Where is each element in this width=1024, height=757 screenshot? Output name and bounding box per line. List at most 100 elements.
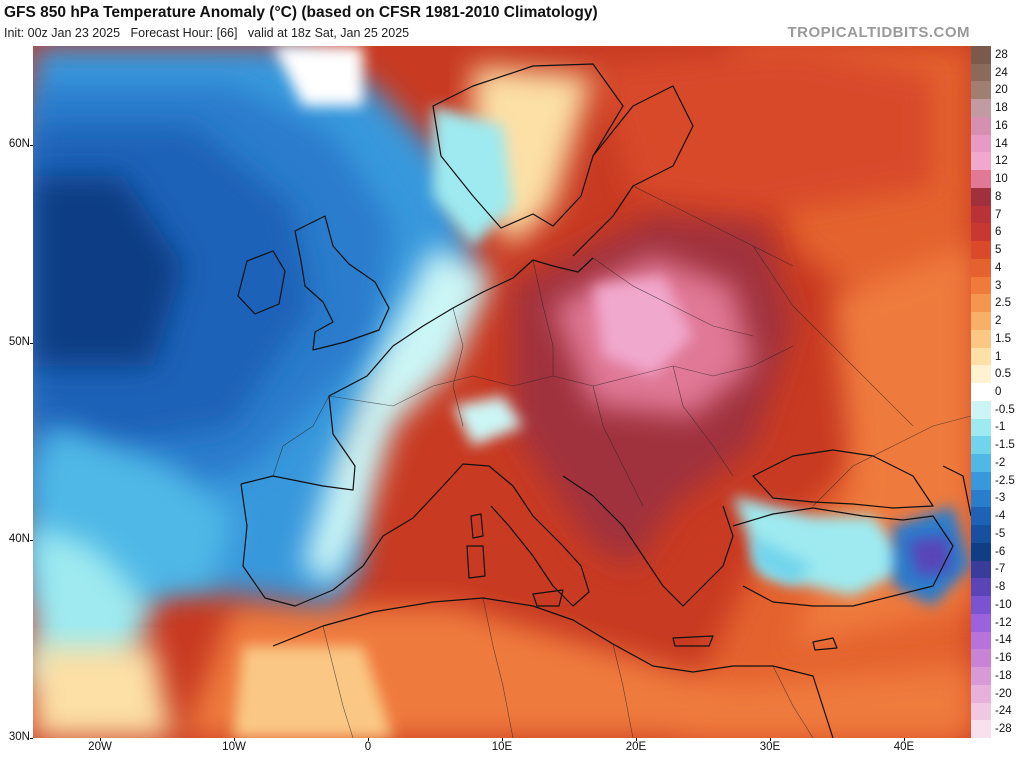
colorbar-swatch xyxy=(971,152,991,171)
colorbar-label: 14 xyxy=(995,137,1008,150)
map-title: GFS 850 hPa Temperature Anomaly (°C) (ba… xyxy=(4,4,598,21)
colorbar-swatch xyxy=(971,684,991,703)
colorbar-label: -7 xyxy=(995,563,1006,576)
colorbar-label: 7 xyxy=(995,208,1002,221)
lat-label: 60N xyxy=(8,137,30,150)
colorbar-swatch xyxy=(971,454,991,473)
colorbar-label: -8 xyxy=(995,581,1006,594)
lat-tick xyxy=(30,738,33,739)
colorbar-label: 2 xyxy=(995,315,1002,328)
colorbar-swatch xyxy=(971,667,991,686)
colorbar-swatch xyxy=(971,134,991,153)
colorbar-swatch xyxy=(971,578,991,597)
colorbar-swatch xyxy=(971,258,991,278)
lat-label: 30N xyxy=(8,731,30,743)
colorbar-swatch xyxy=(971,347,991,366)
colorbar-label: 20 xyxy=(995,84,1008,97)
colorbar-label: 18 xyxy=(995,102,1008,115)
colorbar-label: 8 xyxy=(995,190,1002,203)
colorbar-swatch xyxy=(971,471,991,491)
lat-tick xyxy=(30,144,33,146)
anomaly-map-svg xyxy=(33,46,971,738)
colorbar-label: -2 xyxy=(995,456,1006,469)
coastline-caspian xyxy=(942,465,971,517)
colorbar-label: -6 xyxy=(995,545,1006,558)
colorbar-label: 1.5 xyxy=(995,332,1011,345)
colorbar-swatch xyxy=(971,241,991,260)
colorbar-swatch xyxy=(971,99,991,118)
colorbar-swatch xyxy=(971,631,991,650)
colorbar-swatch xyxy=(971,525,991,544)
credit-watermark: TROPICALTIDBITS.COM xyxy=(787,24,970,41)
lat-tick xyxy=(30,540,33,542)
colorbar-swatch xyxy=(971,489,991,508)
colorbar-label: 1 xyxy=(995,350,1002,363)
colorbar-swatch xyxy=(971,170,991,189)
colorbar-swatch xyxy=(971,63,991,82)
colorbar-swatch xyxy=(971,312,991,331)
lon-tick xyxy=(502,738,503,741)
colorbar-swatch xyxy=(971,613,991,633)
coastline-sicily xyxy=(532,589,564,607)
lon-tick xyxy=(636,738,637,741)
map-subtitle: Init: 00z Jan 23 2025 Forecast Hour: [66… xyxy=(4,26,410,40)
anomaly-map xyxy=(33,46,971,738)
coastline-sardinia xyxy=(466,545,486,579)
colorbar-swatch xyxy=(971,294,991,313)
colorbar-label: -24 xyxy=(995,705,1012,718)
colorbar-label: -16 xyxy=(995,652,1012,665)
lat-label: 40N xyxy=(8,533,30,546)
colorbar-label: 4 xyxy=(995,261,1002,274)
coastline-cyprus xyxy=(812,637,838,651)
colorbar-label: 2.5 xyxy=(995,297,1011,310)
colorbar-label: -3 xyxy=(995,492,1006,505)
coastline-baltic xyxy=(572,85,694,257)
colorbar-swatch xyxy=(971,649,991,668)
colorbar-swatch xyxy=(971,702,991,721)
coastline-north-africa xyxy=(272,597,834,738)
colorbar-label: 12 xyxy=(995,155,1008,168)
colorbar-swatch xyxy=(971,81,991,100)
colorbar-label: 0 xyxy=(995,386,1002,398)
colorbar-swatch xyxy=(971,205,991,224)
colorbar-label: -12 xyxy=(995,616,1012,629)
colorbar-swatch xyxy=(971,276,991,295)
coastline-corsica xyxy=(470,513,484,539)
colorbar-swatch xyxy=(971,383,991,402)
colorbar-swatch xyxy=(971,560,991,579)
colorbar-swatch xyxy=(971,418,991,437)
colorbar-label: 28 xyxy=(995,48,1008,61)
colorbar-swatch xyxy=(971,436,991,455)
colorbar-swatch xyxy=(971,46,991,65)
colorbar-swatch xyxy=(971,720,991,739)
colorbar-label: 3 xyxy=(995,279,1002,292)
temperature-anomaly-field xyxy=(33,46,971,738)
colorbar-label: -0.5 xyxy=(995,403,1015,416)
colorbar-label: 6 xyxy=(995,226,1002,239)
lon-tick xyxy=(100,738,101,741)
colorbar-label: 0.5 xyxy=(995,368,1011,381)
colorbar-label: -5 xyxy=(995,527,1006,540)
coastline-west-europe xyxy=(240,257,594,491)
coastline-britain xyxy=(294,215,390,351)
coastline-ireland xyxy=(237,250,286,315)
coastline-black-sea xyxy=(752,449,934,509)
coastline-turkey xyxy=(732,507,954,607)
colorbar-label: 24 xyxy=(995,66,1008,79)
country-borders xyxy=(272,185,971,738)
lon-label: 0 xyxy=(364,741,372,753)
colorbar-swatch xyxy=(971,542,991,562)
lon-tick xyxy=(904,738,905,741)
lon-label: 20W xyxy=(88,741,112,753)
colorbar-label: -18 xyxy=(995,669,1012,682)
colorbar-label: -1.5 xyxy=(995,439,1015,452)
colorbar-swatch xyxy=(971,596,991,615)
colorbar-swatch xyxy=(971,365,991,384)
colorbar-swatch xyxy=(971,116,991,136)
coastline-mediterranean-north xyxy=(240,463,590,607)
colorbar-swatch xyxy=(971,329,991,349)
lon-tick xyxy=(234,738,235,741)
colorbar-label: -20 xyxy=(995,687,1012,700)
colorbar: 28 24 20 18 16 14 12 10 8 7 6 5 4 3 2.5 2 1.5 1 0.5 0 -0.5 -1… xyxy=(971,46,1024,739)
coastlines xyxy=(237,63,971,738)
